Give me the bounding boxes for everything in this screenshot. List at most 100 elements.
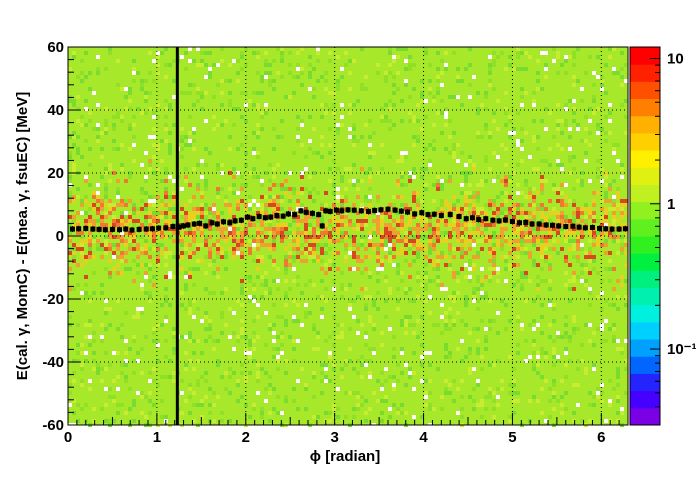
heatmap-cell <box>260 203 264 207</box>
heatmap-cell <box>292 219 296 223</box>
heatmap-cell <box>72 223 76 227</box>
heatmap-cell <box>264 371 268 375</box>
heatmap-cell <box>456 411 460 415</box>
heatmap-cell <box>580 419 584 423</box>
heatmap-cell <box>208 67 212 71</box>
heatmap-cell <box>84 323 88 327</box>
heatmap-cell <box>272 231 276 235</box>
heatmap-cell <box>424 167 428 171</box>
heatmap-cell <box>520 227 524 231</box>
heatmap-cell <box>76 419 80 423</box>
heatmap-cell <box>424 187 428 191</box>
profile-point <box>517 220 523 226</box>
heatmap-cell <box>464 171 468 175</box>
heatmap-cell <box>396 195 400 199</box>
heatmap-cell <box>408 119 412 123</box>
heatmap-cell <box>556 231 560 235</box>
heatmap-cell <box>200 231 204 235</box>
heatmap-cell <box>532 103 536 107</box>
heatmap-cell <box>404 411 408 415</box>
heatmap-cell <box>236 227 240 231</box>
heatmap-cell <box>560 403 564 407</box>
heatmap-cell <box>444 287 448 291</box>
heatmap-cell <box>584 283 588 287</box>
heatmap-cell <box>256 391 260 395</box>
heatmap-cell <box>432 235 436 239</box>
heatmap-cell <box>488 267 492 271</box>
heatmap-cell <box>472 299 476 303</box>
heatmap-cell <box>440 303 444 307</box>
heatmap-cell <box>124 223 128 227</box>
heatmap-cell <box>424 275 428 279</box>
heatmap-cell <box>424 99 428 103</box>
heatmap-cell <box>384 239 388 243</box>
heatmap-cell <box>244 183 248 187</box>
heatmap-cell <box>104 211 108 215</box>
heatmap-cell <box>216 363 220 367</box>
heatmap-cell <box>432 267 436 271</box>
heatmap-cell <box>380 383 384 387</box>
heatmap-cell <box>308 235 312 239</box>
profile-point <box>358 208 364 214</box>
heatmap-cell <box>188 383 192 387</box>
heatmap-cell <box>304 283 308 287</box>
color-scale-band <box>630 321 660 340</box>
heatmap-cell <box>120 335 124 339</box>
heatmap-cell <box>320 251 324 255</box>
heatmap-cell <box>504 111 508 115</box>
heatmap-cell <box>436 367 440 371</box>
heatmap-cell <box>568 287 572 291</box>
heatmap-cell <box>88 251 92 255</box>
heatmap-cell <box>156 259 160 263</box>
heatmap-cell <box>104 107 108 111</box>
heatmap-cell <box>516 239 520 243</box>
heatmap-cell <box>68 235 72 239</box>
heatmap-cell <box>480 103 484 107</box>
heatmap-cell <box>72 55 76 59</box>
heatmap-cell <box>516 67 520 71</box>
heatmap-cell <box>600 307 604 311</box>
heatmap-cell <box>452 379 456 383</box>
heatmap-cell <box>192 167 196 171</box>
heatmap-cell <box>76 135 80 139</box>
heatmap-cell <box>520 139 524 143</box>
profile-point <box>412 211 418 217</box>
heatmap-cell <box>152 331 156 335</box>
heatmap-cell <box>468 47 472 51</box>
heatmap-cell <box>92 351 96 355</box>
heatmap-cell <box>472 219 476 223</box>
heatmap-cell <box>336 195 340 199</box>
heatmap-cell <box>288 199 292 203</box>
heatmap-cell <box>268 219 272 223</box>
heatmap-cell <box>100 227 104 231</box>
heatmap-cell <box>300 291 304 295</box>
heatmap-cell <box>408 375 412 379</box>
heatmap-cell <box>192 231 196 235</box>
heatmap-cell <box>372 219 376 223</box>
heatmap-cell <box>364 343 368 347</box>
heatmap-cell <box>264 271 268 275</box>
heatmap-cell <box>392 83 396 87</box>
heatmap-cell <box>536 351 540 355</box>
heatmap-cell <box>212 291 216 295</box>
heatmap-cell <box>172 179 176 183</box>
heatmap-cell <box>264 243 268 247</box>
heatmap-cell <box>388 155 392 159</box>
x-tick-label: 1 <box>153 429 161 446</box>
profile-point <box>609 226 615 232</box>
heatmap-cell <box>340 67 344 71</box>
heatmap-cell <box>500 255 504 259</box>
heatmap-cell <box>472 387 476 391</box>
heatmap-cell <box>388 215 392 219</box>
heatmap-cell <box>564 71 568 75</box>
heatmap-cell <box>532 99 536 103</box>
heatmap-cell <box>348 359 352 363</box>
heatmap-cell <box>96 127 100 131</box>
heatmap-cell <box>344 359 348 363</box>
heatmap-cell <box>132 207 136 211</box>
heatmap-cell <box>288 243 292 247</box>
heatmap-cell <box>228 231 232 235</box>
heatmap-cell <box>516 139 520 143</box>
heatmap-cell <box>464 199 468 203</box>
heatmap-cell <box>80 251 84 255</box>
